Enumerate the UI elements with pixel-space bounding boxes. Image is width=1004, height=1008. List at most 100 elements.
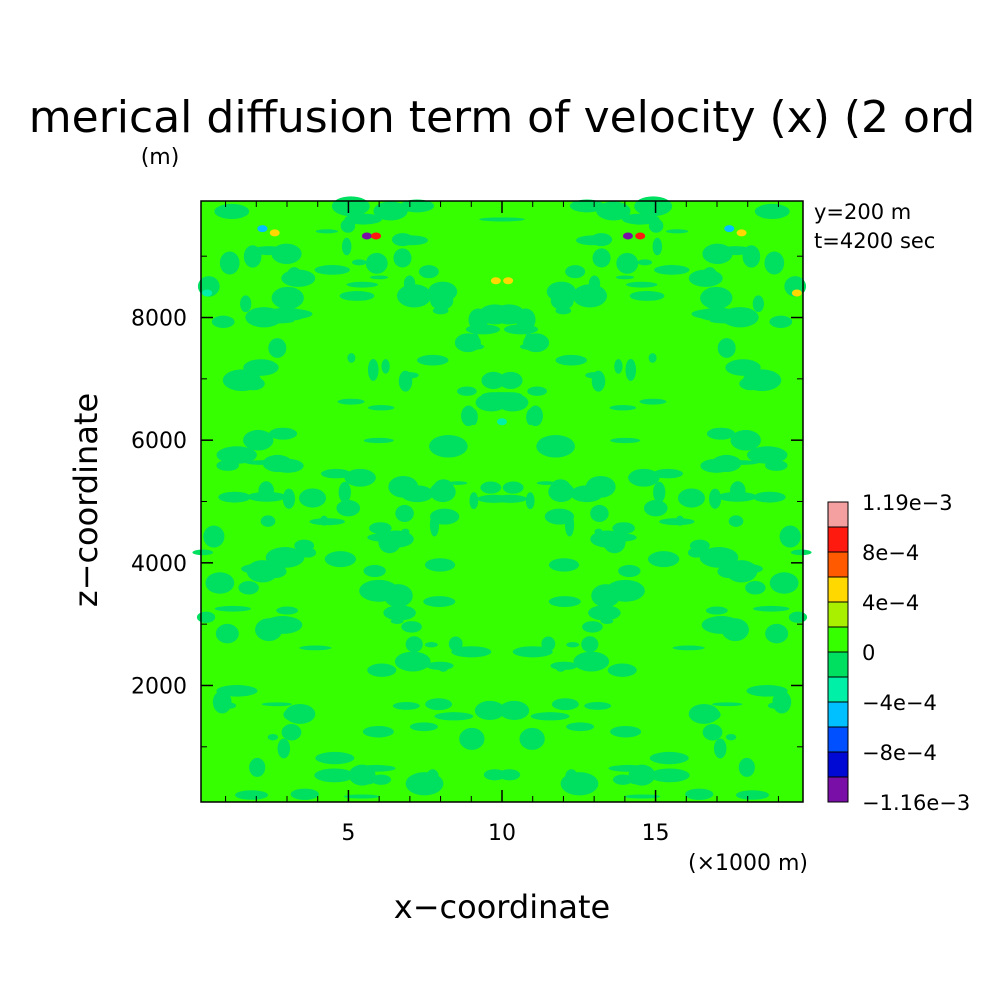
field-cell	[438, 663, 449, 672]
field-cell	[315, 229, 338, 234]
field-cell	[706, 427, 735, 440]
field-cell	[271, 243, 302, 265]
field-cell	[347, 353, 356, 363]
y-unit-label: (m)	[141, 145, 180, 170]
field-cell	[405, 772, 444, 796]
field-cell	[321, 468, 352, 479]
field-cell	[428, 281, 458, 302]
field-cell	[649, 768, 690, 783]
field-cell	[555, 354, 587, 366]
field-cell	[652, 237, 663, 256]
field-cell	[581, 636, 599, 653]
field-layer	[192, 196, 812, 802]
field-cell	[753, 605, 790, 612]
field-cell	[672, 645, 705, 651]
field-cell	[274, 309, 313, 319]
field-cell	[643, 499, 668, 517]
x-tick-label: 15	[642, 821, 670, 846]
field-feature-0	[361, 232, 372, 240]
field-cell	[205, 572, 235, 594]
field-cell	[454, 333, 481, 353]
field-feature-4	[257, 225, 268, 233]
field-cell	[701, 616, 741, 634]
field-feature-8	[503, 277, 514, 285]
field-cell	[616, 252, 639, 274]
field-cell	[614, 359, 623, 374]
field-cell	[403, 275, 416, 292]
field-cell	[765, 460, 788, 471]
field-cell	[394, 235, 428, 246]
field-cell	[609, 405, 637, 411]
field-cell	[367, 358, 379, 381]
field-cell	[720, 460, 760, 465]
field-cell	[261, 318, 295, 324]
field-cell	[218, 491, 251, 503]
field-cell	[523, 333, 550, 353]
field-cell	[772, 690, 792, 714]
field-cell	[299, 645, 332, 651]
field-cell	[612, 522, 635, 534]
field-cell	[688, 269, 723, 287]
field-cell	[634, 196, 673, 217]
field-cell	[788, 611, 808, 623]
field-feature-9	[490, 277, 501, 285]
field-cell	[670, 520, 681, 525]
field-cell	[639, 398, 667, 405]
y-tick-label: 2000	[131, 674, 187, 699]
field-cell	[299, 488, 327, 508]
field-cell	[708, 488, 722, 509]
field-cell	[705, 606, 728, 615]
field-cell	[409, 722, 438, 732]
field-cell	[548, 596, 581, 608]
field-cell	[485, 217, 525, 222]
field-cell	[769, 315, 793, 328]
field-cell	[582, 621, 603, 633]
field-cell	[343, 794, 380, 799]
field-cell	[465, 324, 501, 335]
field-cell	[753, 491, 786, 503]
field-feature-6	[724, 225, 735, 233]
field-cell	[496, 394, 520, 409]
field-cell	[401, 528, 410, 535]
field-cell	[451, 646, 492, 658]
field-cell	[324, 551, 357, 568]
field-cell	[243, 429, 274, 451]
field-cell	[628, 468, 660, 487]
field-cell	[369, 522, 392, 534]
field-feature-12	[791, 289, 802, 297]
colorbar-swatch	[827, 576, 849, 603]
field-cell	[730, 429, 761, 451]
field-cell	[685, 788, 714, 800]
field-cell	[192, 549, 214, 556]
field-cell	[282, 488, 296, 509]
field-cell	[503, 324, 539, 335]
field-cell	[564, 513, 575, 537]
colorbar-swatch	[827, 501, 849, 528]
field-cell	[498, 371, 523, 390]
field-cell	[764, 251, 785, 275]
field-cell	[260, 515, 276, 527]
colorbar-swatch	[827, 651, 849, 678]
field-cell	[712, 702, 743, 707]
field-cell	[615, 275, 634, 280]
field-cell	[745, 580, 766, 595]
field-cell	[276, 606, 299, 615]
colorbar-swatch	[827, 776, 849, 803]
field-cell	[612, 774, 633, 785]
field-cell	[742, 369, 782, 392]
field-cell	[457, 386, 477, 396]
field-cell	[569, 199, 605, 213]
colorbar-swatch	[827, 701, 849, 728]
field-cell	[263, 616, 303, 634]
field-cell	[624, 794, 661, 799]
field-cell	[725, 733, 737, 741]
field-cell	[418, 265, 439, 279]
x-tick-label: 5	[341, 821, 355, 846]
field-cell	[378, 531, 401, 554]
x-tick-label: 10	[488, 821, 516, 846]
field-cell	[314, 768, 355, 783]
field-cell	[709, 318, 743, 324]
field-cell	[530, 712, 570, 721]
